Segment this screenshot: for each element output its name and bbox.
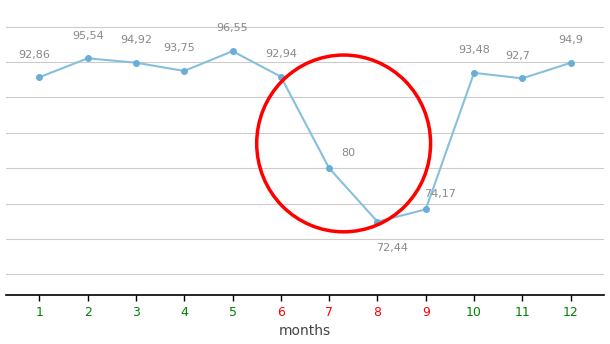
Text: 72,44: 72,44	[376, 244, 408, 254]
Text: 93,75: 93,75	[163, 43, 195, 53]
Text: 93,48: 93,48	[458, 45, 490, 55]
Text: 94,9: 94,9	[558, 35, 583, 45]
Text: 96,55: 96,55	[217, 23, 248, 33]
Text: 80: 80	[342, 148, 356, 158]
Text: 92,94: 92,94	[265, 49, 297, 59]
Text: 95,54: 95,54	[72, 31, 104, 41]
Text: 94,92: 94,92	[120, 35, 152, 45]
Text: 92,86: 92,86	[18, 50, 51, 60]
Text: 74,17: 74,17	[425, 189, 456, 199]
Text: 92,7: 92,7	[505, 51, 530, 61]
X-axis label: months: months	[279, 324, 331, 338]
